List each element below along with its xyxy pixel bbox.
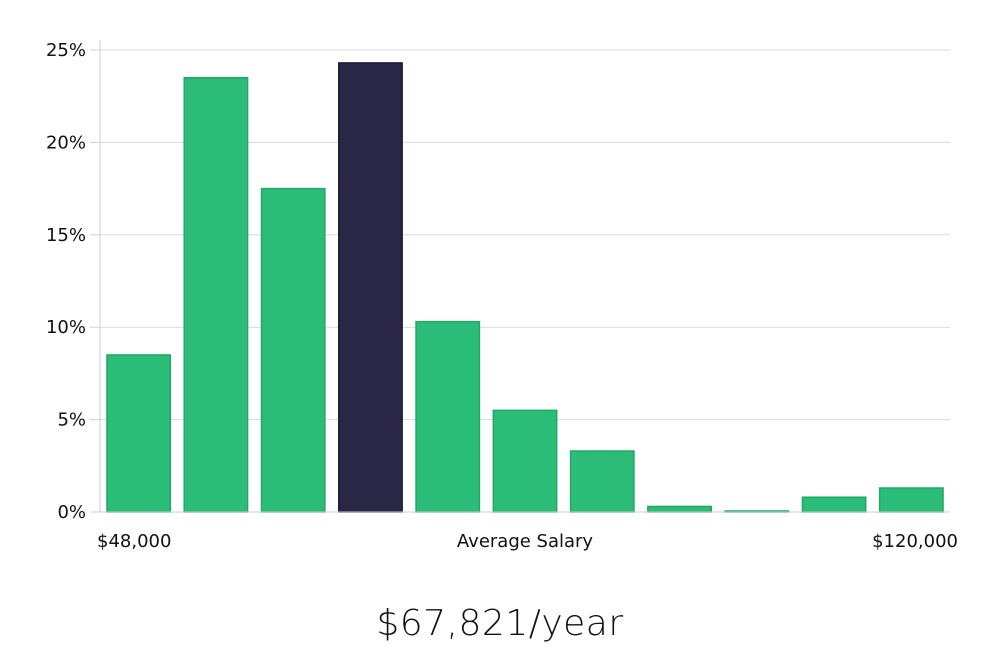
histogram-bar	[878, 487, 944, 513]
histogram-bar	[260, 187, 326, 513]
histogram-bar	[647, 505, 712, 513]
y-tick-label: 15%	[46, 225, 86, 246]
histogram-bar	[106, 354, 172, 513]
histogram-bar	[569, 450, 635, 513]
histogram-bar	[492, 409, 558, 513]
x-axis-label: Average Salary	[457, 531, 594, 552]
histogram-bar	[415, 320, 481, 513]
histogram-bars	[106, 62, 944, 513]
salary-histogram: 0%5%10%15%20%25% $48,000 Average Salary …	[46, 40, 958, 552]
y-axis-ticks: 0% 5% 10% 15% 20% 25%	[46, 40, 101, 523]
y-tick-label: 0%	[57, 502, 86, 523]
average-salary-value: $67,821/year	[376, 603, 624, 644]
histogram-bar	[183, 76, 249, 513]
y-tick-label: 25%	[46, 40, 86, 61]
y-tick-label: 5%	[57, 410, 86, 431]
x-min-label: $48,000	[97, 531, 171, 552]
histogram-bar	[801, 496, 867, 513]
y-tick-label: 20%	[46, 132, 86, 153]
histogram-bar-highlighted	[338, 62, 403, 513]
y-tick-label: 10%	[46, 317, 86, 338]
x-max-label: $120,000	[872, 531, 958, 552]
